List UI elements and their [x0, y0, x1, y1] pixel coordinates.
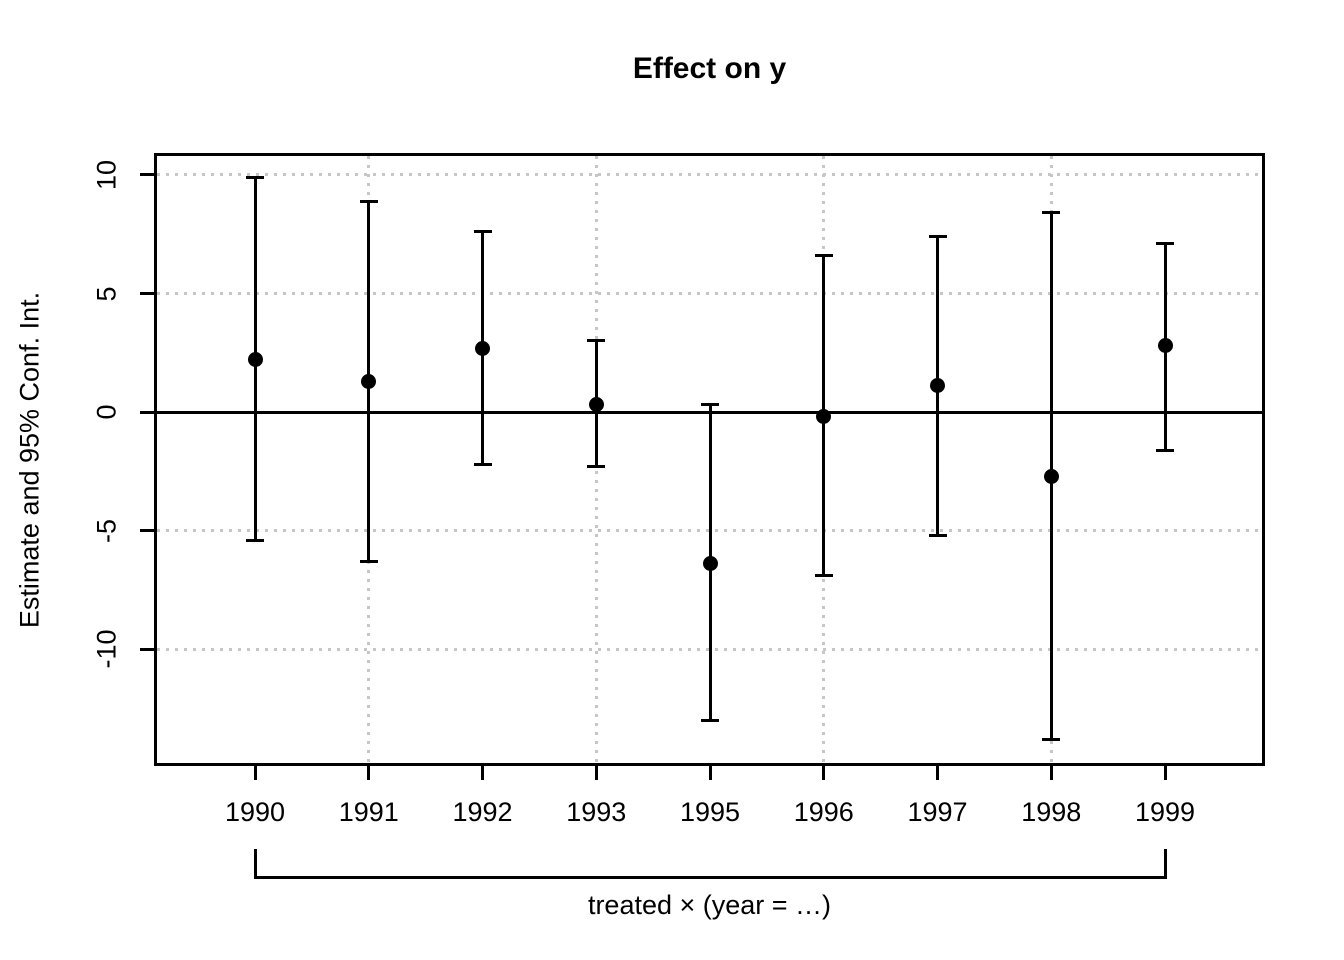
error-cap-top-1997 [928, 235, 947, 239]
data-point-1993 [588, 397, 604, 413]
plot-area [154, 153, 1265, 766]
error-cap-bottom-1991 [359, 559, 378, 563]
error-cap-bottom-1992 [473, 462, 492, 466]
error-cap-top-1995 [701, 403, 719, 407]
x-axis-tick [822, 766, 826, 780]
data-point-1999 [1157, 338, 1173, 354]
y-axis-tick [140, 173, 154, 177]
x-axis-tick [367, 766, 371, 780]
x-tick-label: 1995 [679, 797, 741, 827]
x-axis-tick [481, 766, 484, 780]
y-tick-label: -5 [91, 518, 122, 543]
x-tick-label: 1990 [224, 797, 286, 827]
x-axis-tick [708, 766, 712, 780]
x-axis-tick [253, 766, 257, 780]
y-tick-label: 5 [91, 286, 122, 302]
error-cap-top-1999 [1156, 242, 1174, 246]
x-tick-label: 1998 [1021, 797, 1082, 827]
error-cap-top-1998 [1042, 211, 1061, 215]
x-tick-label: 1997 [907, 797, 968, 827]
chart-title: Effect on y [632, 52, 787, 85]
error-cap-bottom-1997 [928, 533, 947, 537]
error-cap-bottom-1996 [814, 574, 833, 578]
error-cap-top-1996 [814, 254, 833, 258]
x-tick-label: 1996 [793, 797, 854, 827]
y-axis-tick [140, 410, 154, 414]
y-tick-label: 10 [91, 159, 122, 190]
error-cap-bottom-1995 [701, 718, 719, 722]
y-axis-tick [140, 292, 154, 296]
y-axis-tick [140, 529, 154, 533]
data-point-1991 [361, 373, 377, 389]
bracket-line [253, 876, 1167, 879]
x-axis-tick [936, 766, 939, 780]
y-tick-label: 0 [91, 404, 122, 420]
x-axis-tick [594, 766, 598, 780]
y-axis-title: Estimate and 95% Conf. Int. [14, 291, 45, 629]
data-point-1996 [816, 409, 832, 425]
x-tick-label: 1992 [452, 797, 513, 827]
h-gridline [157, 173, 1262, 177]
error-cap-bottom-1998 [1042, 737, 1061, 741]
x-bracket-label: treated × (year = …) [587, 890, 832, 920]
x-tick-label: 1991 [338, 797, 399, 827]
error-cap-top-1991 [359, 199, 378, 203]
h-gridline [157, 292, 1262, 296]
x-tick-label: 1999 [1134, 797, 1196, 827]
data-point-1992 [475, 340, 490, 356]
x-axis-tick [1163, 766, 1167, 780]
error-cap-top-1990 [246, 175, 264, 179]
error-cap-bottom-1993 [587, 465, 606, 469]
data-point-1990 [247, 352, 263, 368]
error-cap-top-1992 [473, 230, 492, 234]
error-cap-top-1993 [587, 339, 606, 343]
x-tick-label: 1993 [566, 797, 627, 827]
y-tick-label: -10 [91, 629, 122, 669]
bracket-end-right [1163, 849, 1167, 879]
y-axis-tick [140, 647, 154, 651]
bracket-end-left [253, 849, 257, 879]
error-cap-bottom-1990 [246, 538, 264, 542]
data-point-1998 [1043, 468, 1059, 484]
error-cap-bottom-1999 [1156, 448, 1174, 452]
data-point-1995 [702, 556, 718, 572]
x-axis-tick [1049, 766, 1053, 780]
data-point-1997 [930, 378, 945, 394]
